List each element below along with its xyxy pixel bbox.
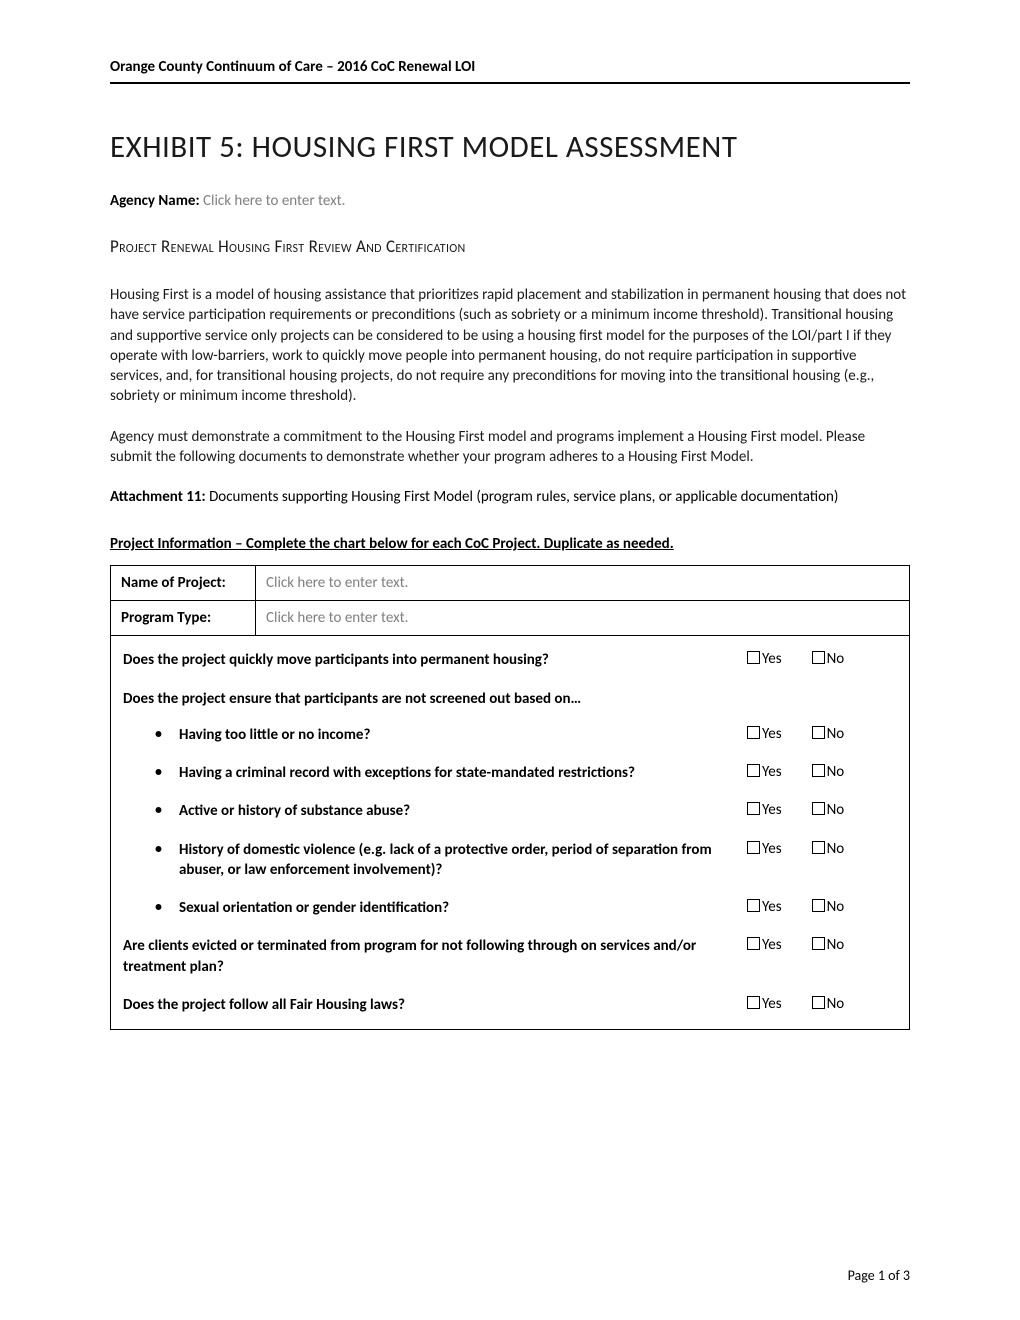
table-row: Name of Project: Click here to enter tex… — [111, 566, 910, 601]
bullet-text: Having a criminal record with exceptions… — [179, 763, 747, 783]
agency-name-line: Agency Name: Click here to enter text. — [110, 192, 910, 210]
checkbox-icon[interactable] — [812, 726, 825, 739]
yes-option[interactable]: Yes — [747, 725, 782, 743]
no-option[interactable]: No — [812, 763, 845, 781]
page-footer: Page 1 of 3 — [848, 1267, 910, 1284]
agency-name-input[interactable]: Click here to enter text. — [203, 192, 345, 210]
yes-no-group: Yes No — [747, 801, 897, 819]
checkbox-icon[interactable] — [747, 996, 760, 1009]
yes-no-group: Yes No — [747, 725, 897, 743]
screening-lead-in: Does the project ensure that participant… — [123, 689, 897, 709]
document-header: Orange County Continuum of Care – 2016 C… — [110, 58, 910, 84]
checkbox-icon[interactable] — [812, 996, 825, 1009]
exhibit-title: EXHIBIT 5: HOUSING FIRST MODEL ASSESSMEN… — [110, 128, 910, 166]
program-type-input[interactable]: Click here to enter text. — [256, 601, 910, 636]
checkbox-icon[interactable] — [812, 651, 825, 664]
checkbox-icon[interactable] — [747, 651, 760, 664]
yes-option[interactable]: Yes — [747, 840, 782, 858]
checkbox-icon[interactable] — [747, 802, 760, 815]
yes-no-group: Yes No — [747, 763, 897, 781]
bullet-text: Active or history of substance abuse? — [179, 801, 747, 821]
name-of-project-label: Name of Project: — [111, 566, 256, 601]
no-option[interactable]: No — [812, 840, 845, 858]
yes-no-group: Yes No — [747, 650, 897, 668]
table-row: Does the project quickly move participan… — [111, 636, 910, 1030]
checkbox-icon[interactable] — [747, 764, 760, 777]
list-item: Active or history of substance abuse? Ye… — [155, 801, 897, 821]
screening-bullets: Having too little or no income? Yes No H… — [123, 725, 897, 919]
attachment-label: Attachment 11: — [110, 488, 206, 506]
project-info-header: Project Information – Complete the chart… — [110, 535, 910, 553]
intro-paragraph-2: Agency must demonstrate a commitment to … — [110, 427, 910, 468]
yes-option[interactable]: Yes — [747, 650, 782, 668]
yes-no-group: Yes No — [747, 898, 897, 916]
no-option[interactable]: No — [812, 650, 845, 668]
project-form-table: Name of Project: Click here to enter tex… — [110, 565, 910, 1030]
program-type-label: Program Type: — [111, 601, 256, 636]
list-item: Sexual orientation or gender identificat… — [155, 898, 897, 918]
yes-option[interactable]: Yes — [747, 898, 782, 916]
checkbox-icon[interactable] — [812, 899, 825, 912]
list-item: Having a criminal record with exceptions… — [155, 763, 897, 783]
question-text: Does the project follow all Fair Housing… — [123, 995, 747, 1015]
checkbox-icon[interactable] — [812, 841, 825, 854]
questions-block: Does the project quickly move participan… — [111, 636, 910, 1030]
yes-no-group: Yes No — [747, 995, 897, 1013]
question-row: Does the project follow all Fair Housing… — [123, 995, 897, 1015]
agency-name-label: Agency Name: — [110, 192, 200, 210]
bullet-text: History of domestic violence (e.g. lack … — [179, 840, 747, 881]
checkbox-icon[interactable] — [747, 899, 760, 912]
no-option[interactable]: No — [812, 936, 845, 954]
attachment-text: Documents supporting Housing First Model… — [209, 488, 838, 506]
checkbox-icon[interactable] — [747, 726, 760, 739]
list-item: Having too little or no income? Yes No — [155, 725, 897, 745]
intro-paragraph-1: Housing First is a model of housing assi… — [110, 285, 910, 407]
no-option[interactable]: No — [812, 898, 845, 916]
table-row: Program Type: Click here to enter text. — [111, 601, 910, 636]
bullet-text: Having too little or no income? — [179, 725, 747, 745]
yes-no-group: Yes No — [747, 936, 897, 954]
checkbox-icon[interactable] — [747, 841, 760, 854]
checkbox-icon[interactable] — [747, 937, 760, 950]
question-text: Are clients evicted or terminated from p… — [123, 936, 747, 977]
page-container: Orange County Continuum of Care – 2016 C… — [0, 0, 1020, 1030]
question-row: Are clients evicted or terminated from p… — [123, 936, 897, 977]
yes-option[interactable]: Yes — [747, 801, 782, 819]
no-option[interactable]: No — [812, 801, 845, 819]
yes-option[interactable]: Yes — [747, 995, 782, 1013]
no-option[interactable]: No — [812, 725, 845, 743]
attachment-line: Attachment 11: Documents supporting Hous… — [110, 487, 910, 507]
list-item: History of domestic violence (e.g. lack … — [155, 840, 897, 881]
question-row: Does the project quickly move participan… — [123, 650, 897, 670]
checkbox-icon[interactable] — [812, 937, 825, 950]
section-subheading: Project Renewal Housing First Review And… — [110, 236, 910, 257]
name-of-project-input[interactable]: Click here to enter text. — [256, 566, 910, 601]
question-text: Does the project quickly move participan… — [123, 650, 747, 670]
yes-option[interactable]: Yes — [747, 763, 782, 781]
bullet-text: Sexual orientation or gender identificat… — [179, 898, 747, 918]
checkbox-icon[interactable] — [812, 764, 825, 777]
no-option[interactable]: No — [812, 995, 845, 1013]
yes-option[interactable]: Yes — [747, 936, 782, 954]
checkbox-icon[interactable] — [812, 802, 825, 815]
yes-no-group: Yes No — [747, 840, 897, 858]
